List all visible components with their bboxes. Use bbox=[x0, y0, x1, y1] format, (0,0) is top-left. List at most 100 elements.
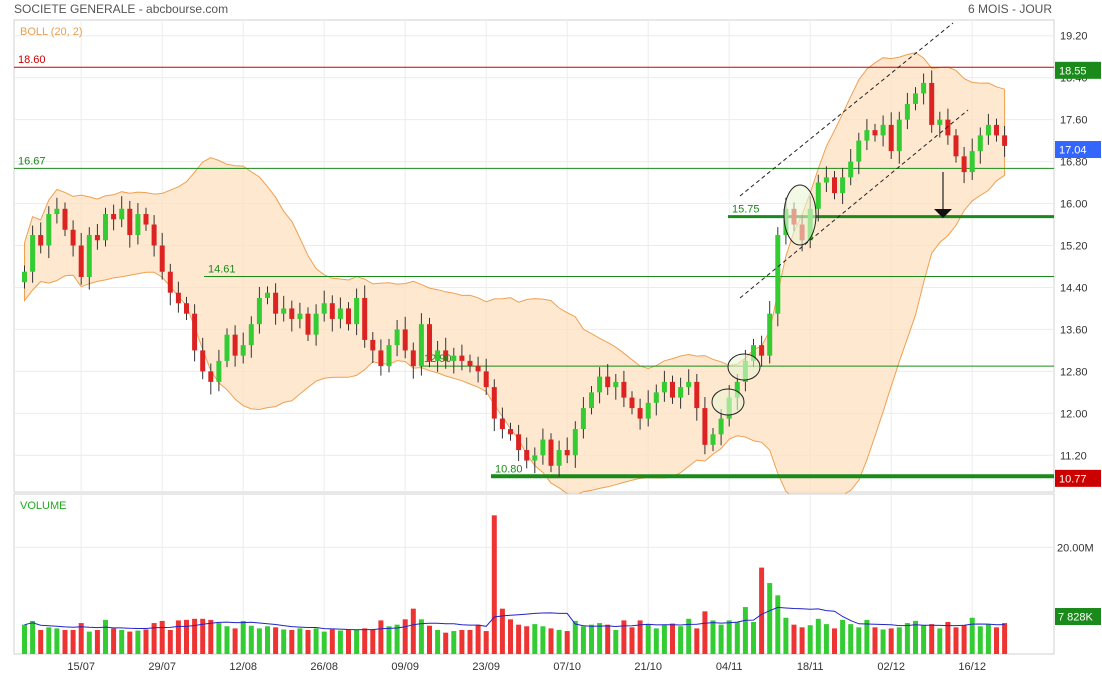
volume-average-line bbox=[24, 606, 1005, 631]
marker-label: 12.90 bbox=[424, 353, 452, 365]
candle-body bbox=[856, 140, 862, 162]
candle-body bbox=[969, 151, 975, 173]
price-tick-label: 12.80 bbox=[1060, 366, 1088, 378]
volume-bar bbox=[143, 629, 149, 654]
volume-bar bbox=[661, 624, 667, 654]
candle-body bbox=[597, 376, 603, 393]
candle-body bbox=[718, 418, 724, 435]
candle-body bbox=[937, 119, 943, 125]
candle-body bbox=[751, 345, 756, 361]
candle-body bbox=[192, 313, 198, 351]
volume-bar bbox=[629, 627, 635, 654]
candle-body bbox=[548, 439, 554, 466]
candle-body bbox=[127, 208, 133, 236]
volume-axis: 20.00M bbox=[1057, 542, 1094, 554]
candle-body bbox=[378, 350, 384, 367]
candle-body bbox=[929, 82, 935, 125]
volume-bar bbox=[508, 619, 513, 654]
volume-bar bbox=[856, 627, 862, 654]
volume-bar bbox=[184, 619, 189, 654]
marker-lines bbox=[14, 66, 1054, 479]
volume-bar bbox=[256, 628, 262, 654]
volume-bar bbox=[378, 620, 384, 654]
volume-bar bbox=[580, 626, 586, 654]
volume-bar bbox=[483, 631, 489, 654]
candle-body bbox=[435, 350, 441, 361]
volume-bar bbox=[921, 625, 927, 654]
date-tick-label: 09/09 bbox=[391, 661, 419, 673]
candle-body bbox=[305, 313, 311, 335]
candle-body bbox=[1002, 135, 1008, 146]
volume-bar bbox=[499, 608, 505, 654]
candle-body bbox=[159, 245, 165, 272]
volume-bar bbox=[62, 630, 68, 654]
volume-bar bbox=[200, 618, 206, 654]
candle-body bbox=[653, 392, 659, 403]
volume-title: VOLUME bbox=[20, 500, 66, 512]
period-label: 6 MOIS - JOUR bbox=[967, 2, 1052, 16]
date-tick-label: 07/10 bbox=[553, 661, 581, 673]
marker-label: 14.61 bbox=[208, 263, 236, 275]
volume-bar bbox=[491, 515, 497, 654]
candle-body bbox=[200, 350, 206, 372]
candle-body bbox=[346, 308, 351, 325]
candle-body bbox=[256, 297, 262, 325]
volume-bar bbox=[30, 620, 36, 654]
volume-bar bbox=[127, 631, 133, 654]
candle-body bbox=[475, 366, 481, 372]
highlight-circle-2 bbox=[727, 353, 761, 381]
volume-bar bbox=[589, 624, 594, 654]
volume-bar bbox=[767, 583, 773, 654]
date-tick-label: 18/11 bbox=[797, 661, 824, 673]
candle-body bbox=[273, 292, 279, 314]
volume-bar bbox=[564, 631, 570, 654]
candle-body bbox=[208, 371, 214, 382]
price-badge-label: 18.55 bbox=[1059, 65, 1087, 77]
volume-bar bbox=[321, 631, 327, 654]
candle-body bbox=[880, 124, 886, 136]
volume-bar bbox=[22, 624, 27, 654]
volume-bar bbox=[111, 628, 117, 654]
price-tick-label: 19.20 bbox=[1060, 31, 1088, 43]
volume-bar bbox=[524, 626, 530, 654]
volume-bar bbox=[961, 625, 967, 654]
volume-bar bbox=[475, 624, 481, 654]
candle-body bbox=[694, 381, 700, 409]
price-tick-label: 13.60 bbox=[1060, 324, 1088, 336]
candle-body bbox=[354, 297, 360, 325]
candle-body bbox=[78, 245, 84, 277]
volume-bar bbox=[119, 630, 125, 654]
marker-label: 10.80 bbox=[495, 463, 523, 475]
candle-body bbox=[86, 235, 92, 277]
volume-bar bbox=[880, 629, 886, 654]
volume-bar bbox=[329, 629, 335, 654]
volume-bar bbox=[386, 626, 392, 654]
price-badge-label: 17.04 bbox=[1059, 145, 1087, 157]
volume-bar bbox=[718, 624, 724, 654]
volume-bar bbox=[621, 620, 627, 654]
volume-bar bbox=[354, 630, 360, 654]
volume-bar bbox=[904, 623, 910, 654]
candle-body bbox=[483, 371, 489, 388]
volume-bar bbox=[192, 618, 198, 654]
candle-body bbox=[589, 392, 594, 409]
marker-labels: 18.60 16.67 14.61 15.75 12.90 10.80 bbox=[18, 54, 760, 475]
candle-body bbox=[94, 235, 100, 241]
candle-body bbox=[184, 303, 189, 314]
candle-body bbox=[62, 208, 68, 230]
candle-body bbox=[175, 292, 181, 304]
price-tick-label: 16.00 bbox=[1060, 199, 1088, 211]
volume-bars bbox=[22, 515, 1008, 654]
volume-bar bbox=[694, 628, 700, 654]
volume-bar bbox=[159, 620, 165, 654]
volume-bar bbox=[224, 626, 230, 654]
candle-body bbox=[832, 177, 837, 194]
candle-body bbox=[281, 308, 287, 314]
drop-arrow-head bbox=[934, 209, 952, 218]
volume-bar bbox=[710, 620, 716, 654]
volume-bar bbox=[864, 619, 870, 654]
volume-badge: 7 828K bbox=[1055, 608, 1101, 625]
candle-body bbox=[605, 376, 611, 388]
volume-bar bbox=[896, 627, 902, 654]
marker-label: 18.60 bbox=[18, 54, 46, 66]
